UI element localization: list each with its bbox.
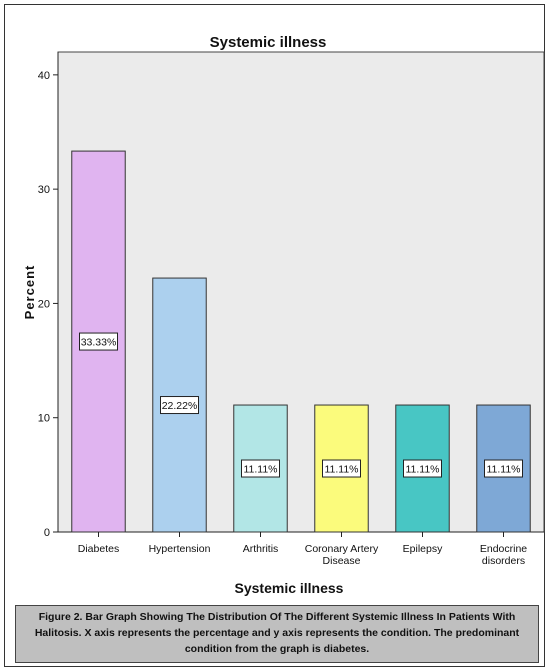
x-tick-label: Hypertension (149, 543, 211, 555)
x-axis-label: Systemic illness (235, 580, 344, 596)
y-tick-label: 20 (38, 298, 50, 310)
plot-area (57, 51, 545, 533)
data-label-box (403, 459, 442, 478)
x-tick-label: Disease (323, 555, 361, 567)
x-tick-label: Arthritis (243, 543, 279, 555)
y-tick-label: 10 (38, 413, 50, 425)
data-label-box (322, 459, 361, 478)
data-label-box (484, 459, 523, 478)
x-tick-label: Diabetes (78, 543, 119, 555)
data-label: 11.11% (405, 464, 439, 476)
data-label: 11.11% (243, 464, 277, 476)
y-tick-label: 30 (38, 184, 50, 196)
x-ticks-group: Diabetes Hypertension Arthritis Coronary Ar… (78, 532, 527, 567)
data-label-box (241, 459, 280, 478)
data-label-box (160, 396, 199, 415)
y-tick-label: 0 (44, 527, 50, 539)
data-label-box (79, 332, 118, 351)
x-tick-label: disorders (482, 555, 525, 567)
data-label: 11.11% (324, 464, 358, 476)
data-label: 33.33% (81, 337, 117, 349)
figure-caption-box: Figure 2. Bar Graph Showing The Distribu… (15, 605, 539, 663)
x-tick-label: Coronary Artery (305, 543, 379, 555)
x-tick-label: Endocrine (480, 543, 527, 555)
y-axis-label: Percent (22, 265, 37, 320)
data-label: 22.22% (162, 400, 198, 412)
chart-title: Systemic illness (210, 34, 327, 51)
x-tick-label: Epilepsy (403, 543, 443, 555)
y-tick-label: 40 (38, 70, 50, 82)
figure-caption: Figure 2. Bar Graph Showing The Distribu… (34, 611, 520, 655)
bars-group: 33.33% 22.22% 11.11% 11.11% 11.11% 11.11% (71, 150, 531, 533)
data-label: 11.11% (486, 464, 520, 476)
y-ticks-group: 0 10 20 30 40 (38, 70, 58, 539)
